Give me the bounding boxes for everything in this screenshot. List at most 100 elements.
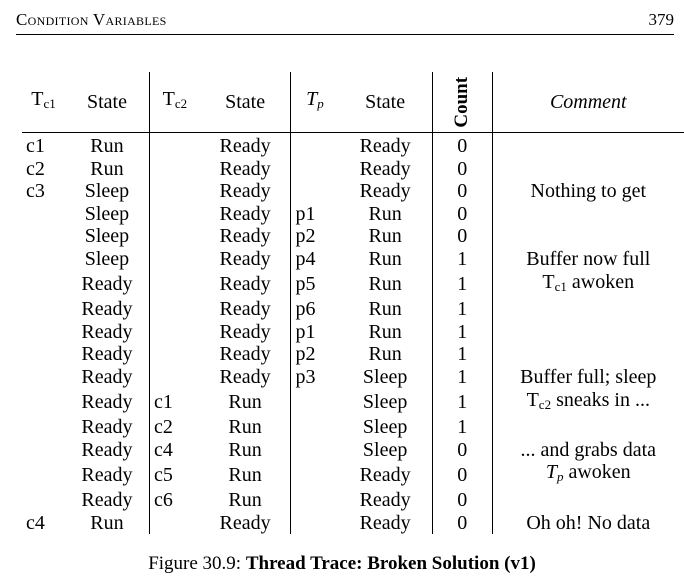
cell-state3: Run bbox=[368, 320, 402, 343]
cell-count: 0 bbox=[431, 438, 493, 462]
thread-trace-table: Tc1 State Tc2 State Tp State Count Comme… bbox=[22, 72, 684, 535]
cell-state1: Ready bbox=[81, 463, 133, 486]
cell-state2: Run bbox=[228, 391, 262, 414]
cell-tc1 bbox=[22, 461, 65, 489]
cell-tc1: c3 bbox=[26, 180, 45, 203]
cell-state3: Run bbox=[368, 298, 402, 321]
cell-tc2 bbox=[148, 320, 200, 344]
cell-tc2: c4 bbox=[148, 438, 200, 462]
cell-count: 0 bbox=[431, 132, 493, 158]
cell-comment: Buffer full; sleep bbox=[520, 365, 657, 388]
cell-count: 1 bbox=[431, 270, 493, 299]
table-row: c2 Run Ready Ready 0 bbox=[22, 157, 684, 181]
cell-comment bbox=[492, 489, 684, 512]
cell-state3: Run bbox=[368, 225, 402, 248]
cell-tc1 bbox=[22, 343, 65, 366]
header-state1: State bbox=[64, 72, 150, 133]
cell-state2: Ready bbox=[219, 511, 271, 534]
table-row: Ready c6 Run Ready 0 bbox=[22, 488, 684, 512]
cell-state1: Ready bbox=[81, 343, 133, 366]
cell-state1: Ready bbox=[81, 273, 133, 296]
cell-state3: Run bbox=[368, 273, 402, 296]
table-row: Ready c5 Run Ready 0 Tp awoken bbox=[22, 461, 684, 489]
cell-state1: Sleep bbox=[84, 247, 130, 270]
table-row: Ready c4 Run Sleep 0 ... and grabs data bbox=[22, 438, 684, 462]
cell-count: 0 bbox=[431, 202, 493, 226]
cell-state1: Ready bbox=[81, 365, 133, 388]
cell-count: 1 bbox=[431, 388, 493, 417]
table-row: Ready Ready p5 Run 1 Tc1 awoken bbox=[22, 270, 684, 299]
cell-tc1 bbox=[22, 416, 65, 439]
cell-tp bbox=[290, 180, 339, 203]
cell-comment: ... and grabs data bbox=[520, 438, 657, 461]
table-row: Sleep Ready p2 Run 0 bbox=[22, 225, 684, 248]
header-state2: State bbox=[199, 72, 291, 133]
table-row: c3 Sleep Ready Ready 0 Nothing to get bbox=[22, 180, 684, 203]
cell-tc2 bbox=[148, 511, 200, 535]
cell-tc2 bbox=[148, 202, 200, 226]
cell-tc2 bbox=[148, 270, 200, 299]
cell-tp: p6 bbox=[290, 298, 339, 321]
cell-state2: Run bbox=[228, 463, 262, 486]
cell-state1: Ready bbox=[81, 298, 133, 321]
cell-tp bbox=[290, 132, 339, 158]
cell-tc1: c4 bbox=[26, 511, 45, 534]
cell-state2: Ready bbox=[219, 135, 271, 157]
cell-state3: Ready bbox=[359, 511, 411, 534]
header-comment: Comment bbox=[492, 72, 684, 133]
cell-tc1 bbox=[22, 203, 65, 226]
cell-state2: Ready bbox=[219, 273, 271, 296]
cell-comment: Tp awoken bbox=[545, 461, 631, 485]
cell-state1: Ready bbox=[81, 391, 133, 414]
cell-tc1 bbox=[22, 271, 65, 299]
cell-state2: Ready bbox=[219, 247, 271, 270]
cell-tc1 bbox=[22, 366, 65, 389]
cell-tc2: c6 bbox=[148, 488, 200, 512]
cell-state3: Sleep bbox=[362, 416, 408, 439]
cell-state2: Run bbox=[228, 438, 262, 461]
cell-state2: Ready bbox=[219, 320, 271, 343]
cell-count: 0 bbox=[431, 157, 493, 181]
cell-comment bbox=[492, 343, 684, 366]
cell-state2: Ready bbox=[219, 225, 271, 248]
table-row: Ready Ready p3 Sleep 1 Buffer full; sleep bbox=[22, 365, 684, 389]
table-row: Ready Ready p1 Run 1 bbox=[22, 320, 684, 344]
cell-tc1 bbox=[22, 439, 65, 462]
cell-count: 0 bbox=[431, 225, 493, 248]
cell-comment: Oh oh! No data bbox=[526, 511, 651, 534]
cell-state2: Ready bbox=[219, 343, 271, 366]
cell-state3: Ready bbox=[359, 488, 411, 511]
header-tp: Tp bbox=[290, 72, 339, 133]
table-row: Sleep Ready p4 Run 1 Buffer now full bbox=[22, 247, 684, 271]
cell-comment: Buffer now full bbox=[526, 247, 651, 270]
running-header-title: Condition Variables bbox=[16, 10, 167, 29]
cell-tp bbox=[290, 388, 339, 417]
cell-tc2 bbox=[148, 180, 200, 203]
cell-tc1 bbox=[22, 321, 65, 344]
cell-state3: Sleep bbox=[362, 438, 408, 461]
cell-count: 1 bbox=[431, 247, 493, 271]
cell-comment bbox=[492, 158, 684, 181]
table-row: Ready c1 Run Sleep 1 Tc2 sneaks in ... bbox=[22, 388, 684, 417]
cell-state1: Ready bbox=[81, 320, 133, 343]
cell-tc2 bbox=[148, 298, 200, 321]
cell-tc2: c1 bbox=[148, 388, 200, 417]
cell-comment bbox=[492, 133, 684, 158]
header-tc2: Tc2 bbox=[148, 72, 200, 133]
cell-comment: Tc2 sneaks in ... bbox=[526, 388, 650, 412]
cell-tc1: c2 bbox=[26, 157, 45, 180]
cell-tp bbox=[290, 488, 339, 512]
cell-comment bbox=[492, 203, 684, 226]
cell-state1: Ready bbox=[81, 488, 133, 511]
cell-tc1 bbox=[22, 489, 65, 512]
cell-comment: Tc1 awoken bbox=[542, 270, 635, 294]
cell-state2: Run bbox=[228, 416, 262, 439]
cell-state3: Ready bbox=[359, 180, 411, 203]
cell-tp: p1 bbox=[290, 202, 339, 226]
table-body: c1 Run Ready Ready 0 c2 Run Ready Ready 0 c3 Sleep R… bbox=[22, 132, 684, 535]
cell-tc2 bbox=[148, 365, 200, 389]
cell-tp: p5 bbox=[290, 270, 339, 299]
cell-state1: Run bbox=[90, 511, 124, 534]
cell-tc1 bbox=[22, 298, 65, 321]
header-count: Count bbox=[431, 72, 493, 133]
